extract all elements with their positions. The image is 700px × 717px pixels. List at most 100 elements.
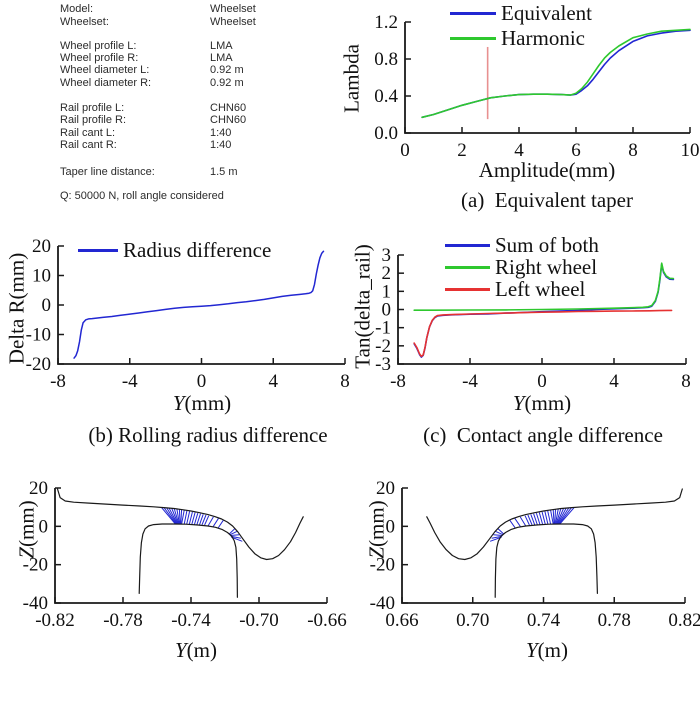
contact-line xyxy=(493,534,503,536)
y-tick-label: 0 xyxy=(386,516,396,537)
parameter-row: Rail cant L: 1:40 xyxy=(0,127,340,139)
chart-b-plot: -8 -4 0 4 8 -20 -10 0 10 20 xyxy=(26,236,350,392)
contact-line xyxy=(199,514,204,525)
parameter-label: Wheelset: xyxy=(60,16,109,28)
contact-line xyxy=(533,513,538,525)
series-harmonic xyxy=(421,28,691,119)
contact-line xyxy=(554,509,556,525)
chart-a-xlabel: Amplitude(mm) xyxy=(478,158,616,182)
parameter-value: 1.5 m xyxy=(210,166,238,178)
y-tick-label: -40 xyxy=(23,593,48,614)
contact-line xyxy=(183,510,188,525)
parameter-value: LMA xyxy=(210,52,233,64)
chart-e-ylabel: Z(mm) xyxy=(365,485,390,575)
chart-b-ylabel: Delta R(mm) xyxy=(4,252,29,365)
x-tick-label: -8 xyxy=(50,371,66,392)
contact-line xyxy=(538,512,544,525)
y-tick-label: 0 xyxy=(382,300,392,321)
y-tick-label: -20 xyxy=(26,354,51,375)
contact-line xyxy=(166,507,178,525)
parameter-row: Rail cant R: 1:40 xyxy=(0,139,340,151)
y-tick-label: 20 xyxy=(32,236,51,257)
x-tick-label: -4 xyxy=(122,371,138,392)
parameter-label: Taper line distance: xyxy=(60,166,155,178)
contact-line xyxy=(181,510,185,525)
y-tick-label: -2 xyxy=(375,336,391,357)
legend-item: Equivalent xyxy=(450,1,592,26)
parameter-row: Wheelset: Wheelset xyxy=(0,16,340,28)
contact-line xyxy=(212,518,219,527)
xlabel-unit: (m) xyxy=(537,638,568,662)
contact-line xyxy=(550,510,554,525)
parameter-row: Wheel diameter L: 0.92 m xyxy=(0,64,340,76)
contact-line xyxy=(161,507,176,525)
y-tick-label: -10 xyxy=(26,325,51,346)
y-tick-label: 10 xyxy=(32,266,51,287)
x-tick-label: 2 xyxy=(457,140,467,161)
contact-line xyxy=(171,508,179,525)
y-tick-label: 0.0 xyxy=(374,123,398,144)
parameter-value: CHN60 xyxy=(210,102,247,114)
y-tick-label: 0 xyxy=(39,516,49,537)
x-tick-label: 10 xyxy=(681,140,700,161)
x-tick-label: 0.78 xyxy=(598,610,631,631)
chart-e-caption: (e) Right wheel-rail contact point distr… xyxy=(396,659,696,717)
y-tick-label: 0.8 xyxy=(374,49,398,70)
chart-b-caption: (b) Rolling radius difference xyxy=(88,423,328,447)
chart-e-plot: 0.66 0.70 0.74 0.78 0.82 -40 -20 0 20 xyxy=(370,478,700,631)
contact-line xyxy=(196,513,201,525)
series-radius-difference xyxy=(73,250,325,359)
legend-label: Right wheel xyxy=(495,254,598,279)
x-tick-label: -0.74 xyxy=(171,610,211,631)
contact-line xyxy=(519,516,527,527)
x-tick-label: 8 xyxy=(681,371,691,392)
ylabel-variable: Z xyxy=(14,546,39,559)
contact-line xyxy=(558,507,572,525)
parameter-row: Wheel profile R: LMA xyxy=(0,52,340,64)
y-tick-label: 0 xyxy=(42,295,52,316)
axis-lines xyxy=(54,488,327,604)
contact-line xyxy=(188,511,193,525)
y-tick-label: -1 xyxy=(375,318,391,339)
ylabel-unit: (mm) xyxy=(364,500,389,547)
y-tick-label: -40 xyxy=(370,593,395,614)
legend-item: Harmonic xyxy=(450,26,592,51)
y-tick-label: 1 xyxy=(382,281,392,302)
x-tick-label: 0.74 xyxy=(527,610,561,631)
contact-line xyxy=(547,510,552,525)
legend-line-swatch xyxy=(450,12,496,15)
chart-c-xlabel: Y(mm) xyxy=(442,391,642,416)
parameter-label: Rail profile R: xyxy=(60,114,127,126)
contact-line xyxy=(495,530,504,536)
chart-b-xlabel: Y(mm) xyxy=(102,391,302,416)
chart-a-plot: 0 2 4 6 8 10 0.0 0.4 0.8 1.2 xyxy=(374,12,699,161)
y-tick-label: 20 xyxy=(376,478,395,499)
x-tick-label: 0 xyxy=(400,140,410,161)
contact-line xyxy=(229,530,238,536)
legend-item: Radius difference xyxy=(78,239,271,261)
contact-line xyxy=(201,514,207,525)
legend-line-swatch xyxy=(450,37,496,40)
legend-label: Sum of both xyxy=(495,232,599,257)
x-tick-label: 0.66 xyxy=(385,610,418,631)
contact-line xyxy=(524,515,530,526)
chart-c-ylabel: Tan(delta_rail) xyxy=(350,244,375,369)
y-tick-label: -3 xyxy=(375,354,391,375)
contact-line xyxy=(193,512,199,525)
contact-line xyxy=(230,534,240,536)
xlabel-unit: (mm) xyxy=(184,391,232,415)
load-condition-text: Q: 50000 N, roll angle considered xyxy=(60,190,224,202)
contact-line xyxy=(163,507,177,525)
contact-line xyxy=(556,508,564,525)
parameter-label: Model: xyxy=(60,3,94,15)
contact-line xyxy=(173,508,180,525)
legend-label: Harmonic xyxy=(501,26,585,50)
contact-line xyxy=(557,508,567,525)
contact-line xyxy=(535,512,541,525)
contact-line xyxy=(168,508,178,525)
contact-line xyxy=(559,507,575,525)
series-rail-profile xyxy=(494,523,599,598)
chart-a-ylabel: Lambda xyxy=(339,44,364,113)
